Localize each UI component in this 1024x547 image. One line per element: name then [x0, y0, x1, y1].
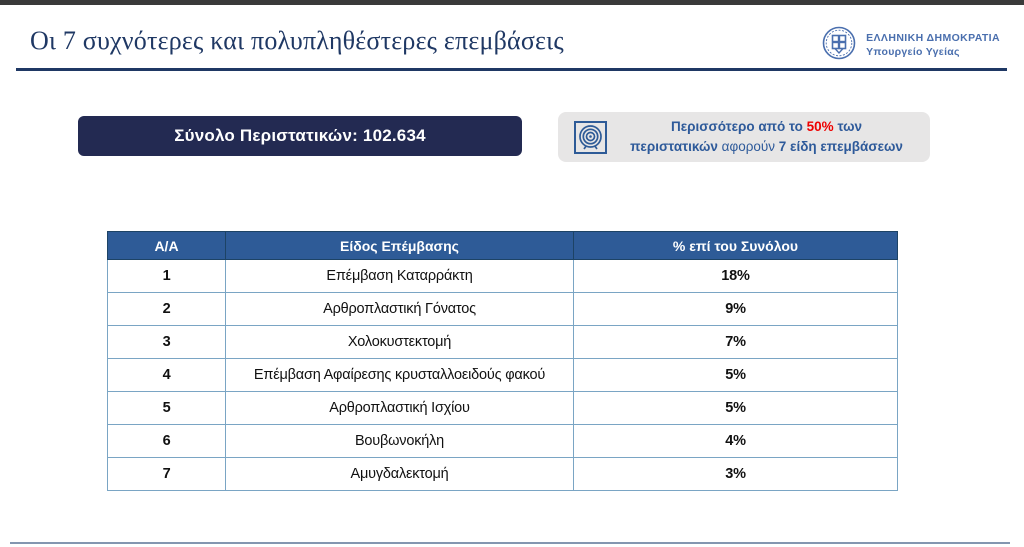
- greek-emblem-icon: [822, 26, 856, 65]
- callout-line2-bold1: περιστατικών: [630, 139, 718, 154]
- table-row: 5 Αρθροπλαστική Ισχίου 5%: [107, 391, 898, 425]
- callout-text: Περισσότερο από το 50% των περιστατικών α…: [613, 117, 920, 156]
- table-row: 6 Βουβωνοκήλη 4%: [107, 424, 898, 458]
- row-index-cell: 7: [107, 457, 226, 491]
- callout-line1-part1: Περισσότερο από το: [670, 119, 807, 135]
- target-icon: [574, 120, 607, 154]
- logo-org-name: ΕΛΛΗΝΙΚΗ ΔΗΜΟΚΡΑΤΙΑ: [866, 32, 1000, 45]
- footer-divider: [10, 542, 1010, 544]
- row-index-cell: 4: [107, 358, 226, 392]
- logo-text: ΕΛΛΗΝΙΚΗ ΔΗΜΟΚΡΑΤΙΑ Υπουργείο Υγείας: [866, 32, 1000, 58]
- callout-highlight-50pct: 50%: [806, 119, 834, 135]
- ministry-logo: ΕΛΛΗΝΙΚΗ ΔΗΜΟΚΡΑΤΙΑ Υπουργείο Υγείας: [822, 26, 1000, 65]
- percent-cell: 4%: [573, 424, 898, 458]
- percent-cell: 5%: [573, 358, 898, 392]
- logo-dept-name: Υπουργείο Υγείας: [866, 45, 960, 58]
- intervention-name-cell: Αρθροπλαστική Ισχίου: [225, 391, 574, 425]
- callout-line2-regular: αφορούν: [717, 139, 779, 154]
- percent-cell: 7%: [573, 325, 898, 359]
- table-row: 7 Αμυγδαλεκτομή 3%: [107, 457, 898, 491]
- total-cases-label: Σύνολο Περιστατικών: 102.634: [174, 126, 426, 145]
- intervention-name-cell: Χολοκυστεκτομή: [225, 325, 574, 359]
- table-body: 1 Επέμβαση Καταρράκτη 18% 2 Αρθροπλαστική Γό…: [107, 259, 898, 491]
- table-row: 1 Επέμβαση Καταρράκτη 18%: [107, 259, 898, 293]
- table-row: 3 Χολοκυστεκτομή 7%: [107, 325, 898, 359]
- callout-line2-bold2: 7 είδη επεμβάσεων: [778, 139, 903, 154]
- table-header-row: Α/Α Είδος Επέμβασης % επί του Συνόλου: [107, 231, 898, 260]
- row-index-cell: 6: [107, 424, 226, 458]
- intervention-name-cell: Αμυγδαλεκτομή: [225, 457, 574, 491]
- page-title: Οι 7 συχνότερες και πολυπληθέστερες επεμ…: [30, 26, 564, 55]
- percent-cell: 9%: [573, 292, 898, 326]
- table-row: 2 Αρθροπλαστική Γόνατος 9%: [107, 292, 898, 326]
- column-header-index: Α/Α: [107, 231, 226, 260]
- percent-cell: 18%: [573, 259, 898, 293]
- percent-cell: 5%: [573, 391, 898, 425]
- title-underline: [16, 68, 1007, 71]
- percent-cell: 3%: [573, 457, 898, 491]
- table-row: 4 Επέμβαση Αφαίρεσης κρυσταλλοειδούς φακο…: [107, 358, 898, 392]
- window-top-edge: [0, 0, 1024, 5]
- row-index-cell: 2: [107, 292, 226, 326]
- callout-box: Περισσότερο από το 50% των περιστατικών α…: [558, 112, 930, 162]
- column-header-intervention: Είδος Επέμβασης: [225, 231, 574, 260]
- column-header-percent: % επί του Συνόλου: [573, 231, 898, 260]
- total-cases-banner: Σύνολο Περιστατικών: 102.634: [78, 116, 522, 156]
- intervention-name-cell: Επέμβαση Αφαίρεσης κρυσταλλοειδούς φακού: [225, 358, 574, 392]
- intervention-name-cell: Βουβωνοκήλη: [225, 424, 574, 458]
- row-index-cell: 3: [107, 325, 226, 359]
- intervention-name-cell: Επέμβαση Καταρράκτη: [225, 259, 574, 293]
- row-index-cell: 5: [107, 391, 226, 425]
- intervention-name-cell: Αρθροπλαστική Γόνατος: [225, 292, 574, 326]
- row-index-cell: 1: [107, 259, 226, 293]
- callout-line1-part2: των: [833, 119, 862, 135]
